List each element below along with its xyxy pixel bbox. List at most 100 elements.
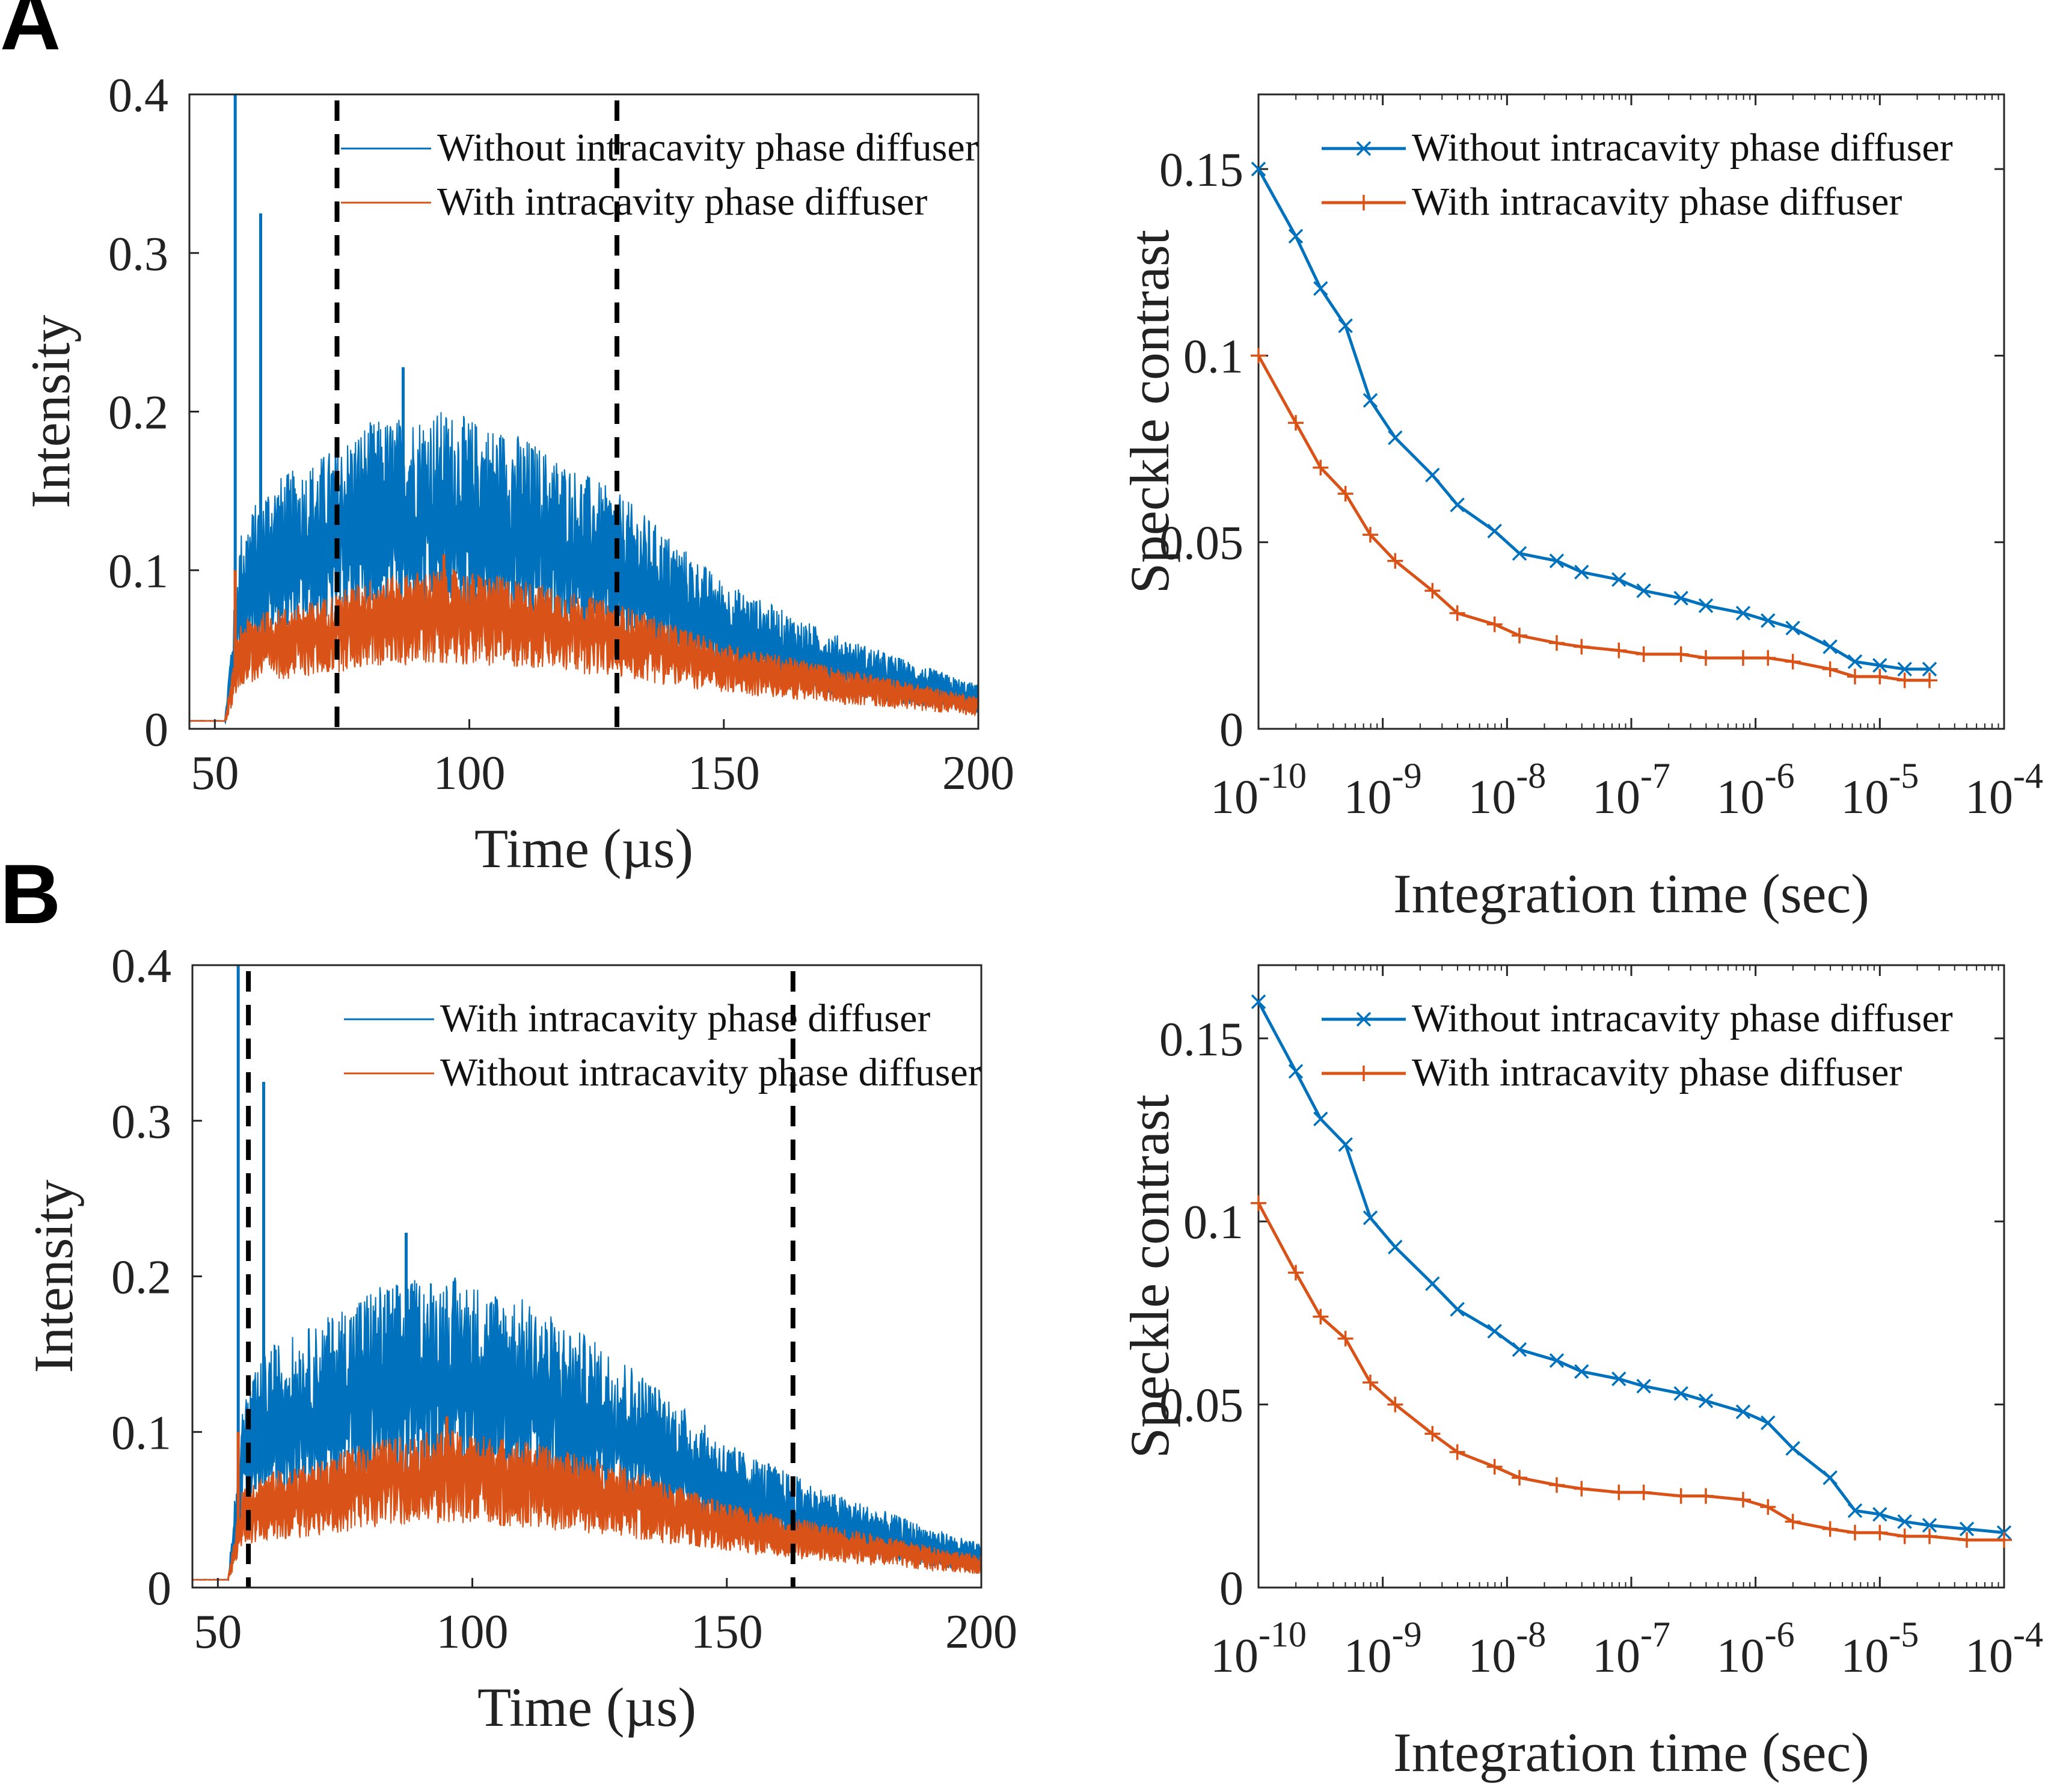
chart-b-speckle: 10-10 10-9 10-8 10-7 10-6 10-5 10-400.050.10.1… <box>1119 964 2043 1783</box>
chart-1-series-0-point-10 <box>1549 553 1565 568</box>
chart-0-ytick-label-4: 0.4 <box>108 69 168 122</box>
chart-1-legend-marker-1 <box>1356 195 1372 210</box>
chart-1-xtick-base-3: 10 <box>1592 771 1640 824</box>
chart-3-series-1-point-22 <box>1896 1528 1913 1544</box>
chart-1-xtick-label-4: 10-6 <box>1717 756 1795 824</box>
chart-1-series-0-point-17 <box>1761 613 1776 628</box>
chart-1-series-1-point-19 <box>1822 661 1838 677</box>
chart-3-series-1-point-16 <box>1735 1491 1751 1508</box>
chart-3-legend-marker-0 <box>1356 1011 1372 1027</box>
chart-3-series-0-point-23 <box>1922 1518 1937 1533</box>
chart-1-series-0-point-13 <box>1636 583 1651 598</box>
chart-3-series-1-point-21 <box>1872 1524 1888 1541</box>
chart-3-series-1-point-15 <box>1698 1488 1714 1504</box>
chart-1-series-1-point-11 <box>1574 639 1590 655</box>
chart-1-series-1-point-4 <box>1363 527 1378 543</box>
chart-1-ytick-label-2: 0.1 <box>1183 330 1243 383</box>
chart-3-xtick-label-4: 10-6 <box>1717 1615 1795 1683</box>
chart-3-series-0-point-24 <box>1959 1521 1975 1536</box>
chart-1-series-0-line <box>1257 168 1930 671</box>
chart-3-legend-label-0: Without intracavity phase diffuser <box>1412 996 1953 1040</box>
chart-1-xtick-base-1: 10 <box>1344 771 1392 824</box>
chart-3-xtick-exp-1: -9 <box>1392 1615 1422 1654</box>
chart-0-legend-label-1: With intracavity phase diffuser <box>437 180 927 224</box>
chart-3-series-0-point-14 <box>1673 1386 1688 1401</box>
chart-1-series-0-point-18 <box>1785 621 1800 636</box>
chart-3-series-0-point-10 <box>1549 1353 1565 1368</box>
chart-2-ylabel: Intensity <box>23 1180 84 1373</box>
chart-3-ytick-label-3: 0.15 <box>1159 1013 1243 1066</box>
chart-2-legend-label-0: With intracavity phase diffuser <box>440 996 930 1040</box>
chart-1-xtick-label-1: 10-9 <box>1344 756 1422 824</box>
chart-1-legend-marker-0 <box>1356 141 1372 156</box>
chart-3-ytick-label-1: 0.05 <box>1159 1379 1243 1432</box>
chart-1-series-1-point-2 <box>1313 459 1329 476</box>
chart-3-series-1-point-4 <box>1363 1375 1378 1391</box>
chart-1-xtick-exp-4: -6 <box>1765 756 1795 796</box>
chart-3-series-1-point-12 <box>1611 1484 1627 1500</box>
chart-1-xtick-exp-3: -7 <box>1640 756 1670 796</box>
chart-3-series-0-point-12 <box>1611 1371 1626 1387</box>
panel-label-a: A <box>0 0 61 67</box>
chart-3-series-1-point-3 <box>1337 1331 1353 1346</box>
chart-2-ytick-label-2: 0.2 <box>111 1251 171 1304</box>
chart-3-series-0-point-11 <box>1574 1364 1589 1379</box>
chart-3-series-1-point-5 <box>1387 1396 1403 1413</box>
chart-0-xtick-label-1: 100 <box>434 747 506 800</box>
panel-label-b: B <box>0 847 61 941</box>
chart-3-series-0-point-22 <box>1897 1514 1912 1529</box>
chart-1-series-1-point-22 <box>1896 672 1913 689</box>
chart-1-xtick-label-3: 10-7 <box>1592 756 1670 824</box>
chart-1-xtick-base-4: 10 <box>1717 771 1765 824</box>
chart-1-series-1-point-9 <box>1512 627 1527 643</box>
chart-3-xtick-base-4: 10 <box>1717 1630 1765 1683</box>
chart-3-series-0-point-1 <box>1288 1064 1304 1079</box>
chart-1-series-0-point-21 <box>1872 658 1887 673</box>
chart-3-series-0-point-5 <box>1388 1239 1403 1255</box>
chart-1-xtick-exp-0: -10 <box>1258 756 1307 796</box>
chart-3-series-1-point-25 <box>1996 1532 2012 1548</box>
chart-3-xtick-base-3: 10 <box>1592 1630 1640 1683</box>
chart-1-legend-label-0: Without intracavity phase diffuser <box>1412 126 1953 170</box>
chart-3-series-0-point-13 <box>1636 1378 1651 1394</box>
chart-2-xtick-label-0: 50 <box>194 1606 242 1659</box>
chart-0-xtick-label-0: 50 <box>191 747 239 800</box>
chart-3-xtick-exp-2: -8 <box>1516 1615 1546 1654</box>
chart-1-series-1-point-16 <box>1735 650 1751 666</box>
chart-3-series-1-point-8 <box>1486 1459 1503 1475</box>
chart-1-xtick-exp-5: -5 <box>1889 756 1919 796</box>
chart-a-intensity: 50 100 150 200 0 0.1 0.2 0.3 0.4 Time (µs) Intensi… <box>20 69 1014 879</box>
chart-3-series-1-point-9 <box>1512 1470 1527 1486</box>
chart-1-xtick-label-2: 10-8 <box>1468 756 1546 824</box>
chart-3-xlabel: Integration time (sec) <box>1393 1722 1869 1783</box>
chart-3-series-1-point-17 <box>1760 1499 1776 1515</box>
chart-3-legend-marker-1 <box>1356 1066 1372 1081</box>
chart-3-xtick-label-2: 10-8 <box>1468 1615 1546 1683</box>
chart-1-series-0-point-1 <box>1288 229 1304 244</box>
chart-3-series-0-point-7 <box>1450 1302 1465 1317</box>
chart-2-ytick-label-0: 0 <box>147 1562 171 1615</box>
chart-1-series-0-point-4 <box>1363 393 1378 408</box>
chart-1-series-1-point-13 <box>1635 646 1652 662</box>
chart-1-series-0-point-7 <box>1450 497 1465 512</box>
chart-3-series-0-point-15 <box>1698 1393 1714 1408</box>
chart-1-series-1-point-10 <box>1549 635 1565 651</box>
chart-3-xtick-exp-5: -5 <box>1889 1615 1919 1654</box>
chart-3-series-1-point-6 <box>1424 1426 1441 1442</box>
chart-b-intensity: 50 100 150 200 0 0.1 0.2 0.3 0.4 Time (µs) Intensi… <box>23 940 1017 1738</box>
chart-0-ytick-label-0: 0 <box>144 704 168 756</box>
chart-0-ytick-label-3: 0.3 <box>108 228 168 281</box>
chart-1-series-1-point-21 <box>1872 669 1888 685</box>
chart-1-series-0-point-0 <box>1251 161 1266 177</box>
chart-3-legend-label-1: With intracavity phase diffuser <box>1412 1051 1902 1094</box>
chart-3-xtick-label-1: 10-9 <box>1344 1615 1422 1683</box>
chart-3-series-1-point-0 <box>1251 1195 1266 1211</box>
chart-1-ytick-label-3: 0.15 <box>1159 144 1243 197</box>
chart-1-series-0-point-5 <box>1388 430 1403 446</box>
chart-1-xtick-base-0: 10 <box>1210 771 1258 824</box>
chart-1-series-0-point-22 <box>1897 661 1912 677</box>
chart-3-series-0-point-0 <box>1251 994 1266 1010</box>
chart-3-xtick-label-0: 10-10 <box>1210 1615 1307 1683</box>
chart-3-xtick-exp-3: -7 <box>1640 1615 1670 1654</box>
